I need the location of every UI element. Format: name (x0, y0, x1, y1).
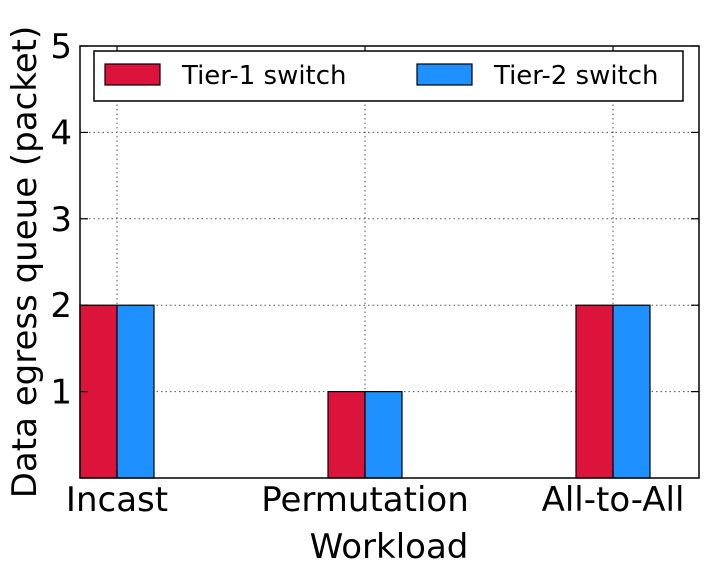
y-tick-labels: 1 2 3 4 5 (50, 27, 72, 413)
y-axis-label: Data egress queue (packet) (5, 26, 45, 499)
bars (79, 304, 651, 479)
legend-swatch-tier-2 (416, 63, 473, 86)
bar-tier-2-all-to-all (612, 304, 651, 479)
x-tick-labels: Incast Permutation All-to-All (66, 480, 685, 520)
x-axis-label: Workload (310, 527, 469, 567)
legend: Tier-1 switch Tier-2 switch (93, 50, 684, 102)
legend-frame (93, 50, 684, 102)
legend-swatch-tier-1 (104, 63, 161, 86)
plot-area-frame (79, 45, 700, 479)
legend-label-tier-2: Tier-2 switch (493, 61, 659, 91)
x-tick-label: Permutation (261, 480, 469, 520)
y-tick-label: 2 (50, 286, 72, 326)
y-tick-label: 3 (50, 200, 72, 240)
legend-label-tier-1: Tier-1 switch (181, 61, 347, 91)
y-tick-label: 1 (50, 373, 72, 413)
bar-tier-1-permutation (327, 391, 366, 479)
bar-tier-2-incast (116, 304, 155, 479)
y-tick-label: 5 (50, 27, 72, 67)
axis-ticks (80, 45, 699, 478)
bar-tier-1-all-to-all (575, 304, 614, 479)
x-tick-label: All-to-All (542, 480, 685, 520)
y-tick-label: 4 (50, 113, 72, 153)
bar-tier-2-permutation (364, 391, 403, 479)
x-tick-label: Incast (66, 480, 168, 520)
